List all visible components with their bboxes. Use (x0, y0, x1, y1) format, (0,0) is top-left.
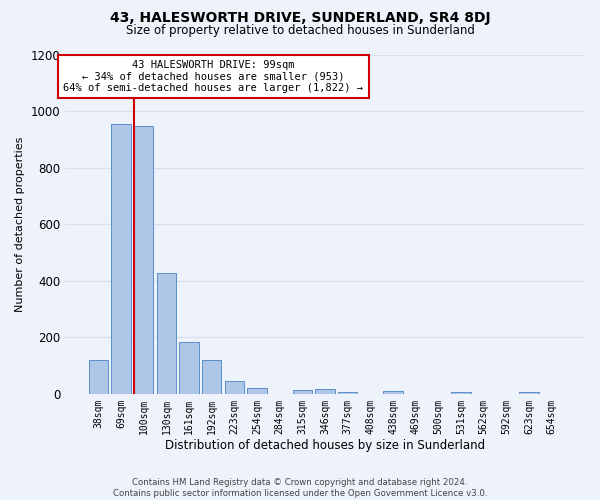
Bar (134, 126, 154, 394)
Text: 43 HALESWORTH DRIVE: 99sqm
← 34% of detached houses are smaller (953)
64% of sem: 43 HALESWORTH DRIVE: 99sqm ← 34% of deta… (64, 60, 364, 94)
Bar (451, 392, 471, 394)
Bar (157, 273, 176, 394)
Text: 43, HALESWORTH DRIVE, SUNDERLAND, SR4 8DJ: 43, HALESWORTH DRIVE, SUNDERLAND, SR4 8D… (110, 11, 490, 25)
Bar (316, 389, 335, 394)
Bar (383, 391, 403, 394)
X-axis label: Distribution of detached houses by size in Sunderland: Distribution of detached houses by size … (165, 440, 485, 452)
Bar (338, 392, 358, 394)
Bar (247, 388, 267, 394)
Bar (225, 381, 244, 394)
Bar (293, 390, 312, 394)
Text: Contains HM Land Registry data © Crown copyright and database right 2024.
Contai: Contains HM Land Registry data © Crown c… (113, 478, 487, 498)
Bar (520, 392, 539, 394)
Text: Size of property relative to detached houses in Sunderland: Size of property relative to detached ho… (125, 24, 475, 37)
Bar (202, 360, 221, 394)
Y-axis label: Number of detached properties: Number of detached properties (15, 136, 25, 312)
Bar (112, 124, 131, 394)
Bar (89, 360, 108, 394)
Bar (179, 342, 199, 394)
